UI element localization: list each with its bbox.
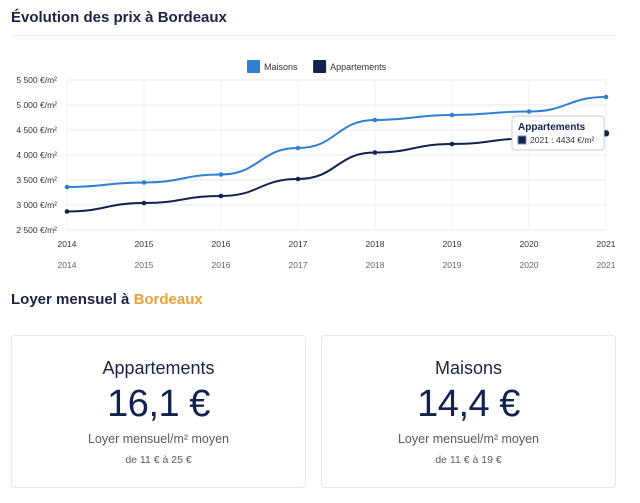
rent-section-title: Loyer mensuel à Bordeaux: [11, 291, 203, 308]
rent-title-prefix: Loyer mensuel à: [11, 291, 130, 308]
data-point-appartements: [449, 141, 455, 147]
rent-card-range: de 11 € à 19 €: [435, 454, 502, 466]
data-point-maisons: [526, 109, 532, 114]
data-point-maisons: [64, 184, 70, 190]
x-tick-label-secondary: 2020: [520, 260, 539, 270]
x-tick-label: 2016: [212, 239, 231, 249]
data-point-appartements: [372, 150, 378, 155]
chart-tooltip: Appartements 2021 : 4434 €/m²: [511, 115, 605, 151]
series-line-maisons: [66, 96, 607, 188]
y-tick-label: 2 500 €/m²: [16, 225, 57, 235]
legend-swatch-maisons: [247, 60, 260, 73]
x-tick-label-secondary: 2021: [597, 260, 616, 270]
tooltip-box: [511, 115, 605, 151]
x-tick-label-secondary: 2017: [289, 260, 308, 270]
rent-card-subtitle: Loyer mensuel/m² moyen: [397, 432, 540, 446]
rent-card-value: 16,1 €: [107, 383, 210, 425]
x-tick-label-secondary: 2016: [212, 260, 231, 270]
legend-label-maisons: Maisons: [264, 62, 298, 72]
y-tick-label: 3 500 €/m²: [16, 175, 57, 185]
tooltip-value: 2021 : 4434 €/m²: [530, 135, 594, 145]
title-divider: [11, 35, 616, 36]
y-tick-label: 5 000 €/m²: [16, 100, 57, 110]
chart-title: Évolution des prix à Bordeaux: [11, 9, 227, 26]
x-tick-label: 2014: [58, 239, 77, 249]
rent-card-appartements: Appartements 16,1 € Loyer mensuel/m² moy…: [11, 335, 306, 488]
x-tick-label: 2021: [597, 239, 616, 249]
x-tick-label-secondary: 2019: [443, 260, 462, 270]
x-tick-label: 2018: [366, 239, 385, 249]
data-point-appartements: [64, 209, 70, 214]
data-point-maisons: [295, 145, 301, 151]
tooltip-series-name: Appartements: [518, 122, 586, 133]
rent-card-title: Appartements: [102, 358, 215, 378]
x-tick-label: 2015: [135, 239, 154, 249]
tooltip-swatch: [517, 135, 527, 145]
data-point-maisons: [372, 117, 378, 123]
data-point-maisons: [603, 94, 609, 100]
y-tick-label: 3 000 €/m²: [16, 200, 57, 210]
rent-title-city: Bordeaux: [133, 291, 203, 308]
data-point-appartements: [295, 176, 301, 182]
rent-card-maisons: Maisons 14,4 € Loyer mensuel/m² moyen de…: [321, 335, 616, 488]
data-point-appartements: [218, 193, 224, 199]
x-tick-label-secondary: 2014: [58, 260, 77, 270]
rent-card-range: de 11 € à 25 €: [125, 454, 192, 466]
x-tick-label-secondary: 2018: [366, 260, 385, 270]
x-tick-label: 2019: [443, 239, 462, 249]
legend-swatch-appartements: [313, 60, 327, 73]
data-point-appartements: [141, 200, 147, 206]
data-point-maisons: [141, 180, 147, 185]
rent-card-value: 14,4 €: [417, 383, 520, 425]
x-tick-label: 2017: [289, 239, 308, 249]
rent-card-title: Maisons: [434, 358, 503, 378]
y-tick-label: 4 000 €/m²: [16, 150, 57, 160]
y-tick-label: 5 500 €/m²: [16, 75, 57, 85]
rent-card-subtitle: Loyer mensuel/m² moyen: [87, 432, 230, 446]
x-tick-label-secondary: 2015: [135, 260, 154, 270]
x-tick-label: 2020: [520, 239, 539, 249]
y-tick-label: 4 500 €/m²: [16, 125, 57, 135]
legend-label-appartements: Appartements: [330, 62, 387, 72]
price-line-chart: 2 500 €/m² 3 000 €/m² 3 500 €/m² 4 000 €/m²…: [16, 60, 616, 270]
data-point-maisons: [449, 112, 455, 118]
data-point-maisons: [218, 172, 224, 177]
